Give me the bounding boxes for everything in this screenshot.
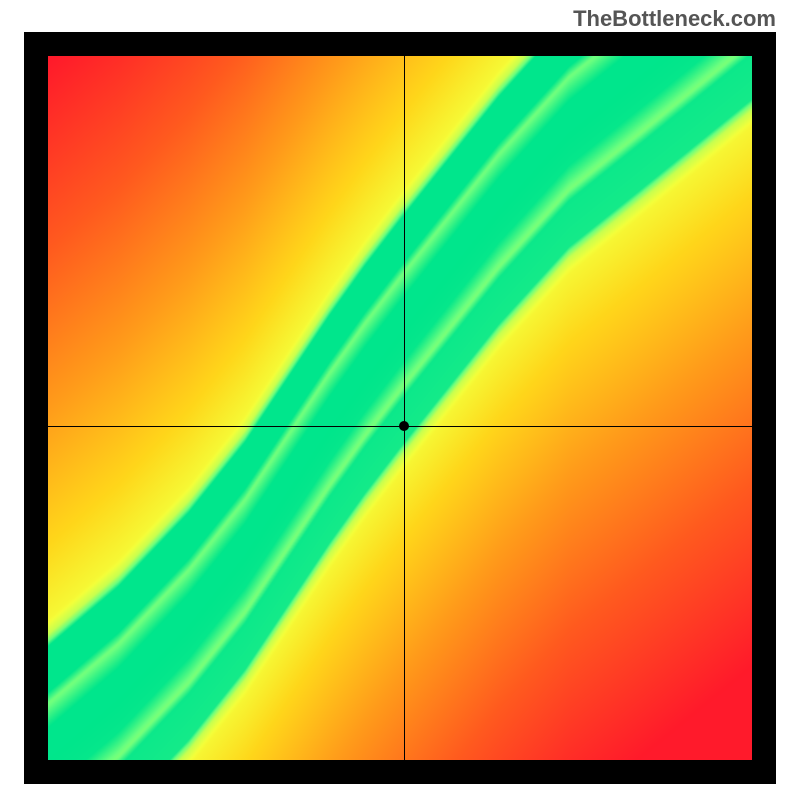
heatmap-canvas [48,56,752,760]
crosshair-vertical [404,56,405,760]
attribution-text: TheBottleneck.com [573,6,776,32]
plot-area [48,56,752,760]
chart-frame [24,32,776,784]
selection-marker [399,421,409,431]
bottleneck-chart-container: TheBottleneck.com [0,0,800,800]
